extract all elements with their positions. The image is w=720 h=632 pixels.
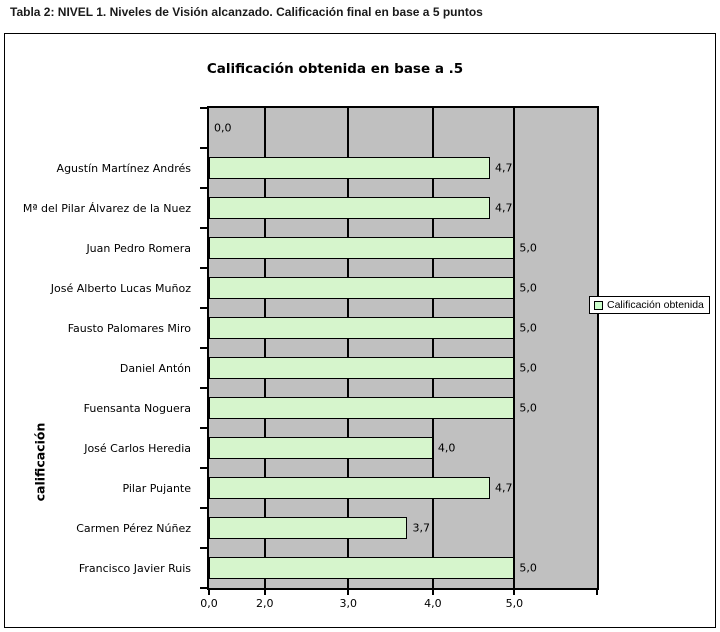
x-tick-mark [208, 590, 210, 595]
legend: Calificación obtenida [589, 296, 710, 314]
chart-title: Calificación obtenida en base a .5 [206, 61, 464, 77]
bar-row: 5,0 [209, 308, 597, 348]
x-tick-label: 0,0 [200, 597, 218, 610]
bar-value-label: 5,0 [519, 361, 537, 375]
bar-row: 5,0 [209, 388, 597, 428]
bar-row: 3,7 [209, 508, 597, 548]
bar [209, 357, 515, 379]
bar-value-label: 5,0 [519, 241, 537, 255]
table-caption: Tabla 2: NIVEL 1. Niveles de Visión alca… [10, 5, 483, 19]
bar-value-label: 5,0 [519, 281, 537, 295]
category-tick-mark [200, 387, 207, 389]
category-tick-mark [200, 187, 207, 189]
bar-row: 5,0 [209, 348, 597, 388]
category-tick-mark [200, 227, 207, 229]
bar [209, 397, 515, 419]
legend-swatch-icon [594, 300, 603, 310]
category-label: Pilar Pujante [122, 481, 191, 495]
category-label: Fausto Palomares Miro [67, 321, 191, 335]
bar [209, 277, 515, 299]
x-tick-mark [431, 590, 434, 595]
bar-value-label: 4,7 [494, 481, 513, 495]
plot-area: 0,0 4,7 4,7 5,0 5,0 5,0 5,0 5,0 4,0 4,7 3,7 5,0 [207, 106, 599, 590]
bar [209, 237, 515, 259]
bar-row: 4,7 [209, 188, 597, 228]
bar [209, 157, 490, 179]
category-label: Agustín Martínez Andrés [56, 161, 191, 175]
bar-value-label: 5,0 [519, 561, 537, 575]
category-label: Fuensanta Noguera [83, 401, 191, 415]
category-label [5, 108, 197, 148]
bar [209, 317, 515, 339]
gridline [513, 108, 516, 588]
bar-value-label: 4,7 [494, 161, 513, 175]
chart-frame: Calificación obtenida en base a .5 calif… [4, 33, 716, 628]
bar-value-label: 0,0 [214, 121, 232, 135]
bar-row: 5,0 [209, 548, 597, 588]
category-tick-mark [200, 547, 207, 549]
category-tick-mark [200, 267, 207, 269]
x-tick-mark [596, 590, 598, 595]
category-label: Daniel Antón [119, 361, 191, 375]
category-tick-mark [200, 347, 207, 349]
category-label: José Carlos Heredia [84, 441, 191, 455]
bar-row: 4,0 [209, 428, 597, 468]
x-tick-label: 4,0 [424, 597, 442, 610]
gridline [431, 108, 434, 588]
bar-value-label: 5,0 [519, 401, 537, 415]
legend-label: Calificación obtenida [607, 299, 704, 311]
bar-value-label: 4,0 [437, 441, 456, 455]
gridline [347, 108, 350, 588]
category-label: Carmen Pérez Núñez [76, 521, 191, 535]
bar-value-label: 5,0 [519, 321, 537, 335]
category-label: José Alberto Lucas Muñoz [50, 281, 191, 295]
category-tick-mark [200, 467, 207, 469]
x-tick-label: 5,0 [505, 597, 524, 610]
bar-row: 5,0 [209, 228, 597, 268]
bar-row: 0,0 [209, 108, 597, 148]
x-tick-mark [263, 590, 266, 595]
bar-row: 4,7 [209, 468, 597, 508]
x-tick-label: 2,0 [255, 597, 274, 610]
x-tick-label: 3,0 [339, 597, 358, 610]
bar-value-label: 3,7 [412, 521, 430, 535]
bar-value-label: 4,7 [494, 201, 513, 215]
bar [209, 197, 490, 219]
bar [209, 477, 490, 499]
category-tick-mark [200, 147, 207, 149]
category-tick-mark [200, 507, 207, 509]
gridline [263, 108, 266, 588]
bar [209, 437, 433, 459]
bar [209, 517, 408, 539]
x-tick-mark [513, 590, 516, 595]
x-tick-mark [347, 590, 350, 595]
category-label: Mª del Pilar Álvarez de la Nuez [22, 201, 191, 215]
value-axis: 0,0 2,0 3,0 4,0 5,0 [5, 590, 717, 616]
category-tick-mark [200, 587, 207, 589]
category-label: Juan Pedro Romera [86, 241, 191, 255]
bar [209, 557, 515, 579]
category-tick-mark [200, 307, 207, 309]
category-label: Francisco Javier Ruis [78, 561, 191, 575]
bar-row: 5,0 [209, 268, 597, 308]
category-tick-mark [200, 107, 207, 109]
category-tick-mark [200, 427, 207, 429]
bar-row: 4,7 [209, 148, 597, 188]
